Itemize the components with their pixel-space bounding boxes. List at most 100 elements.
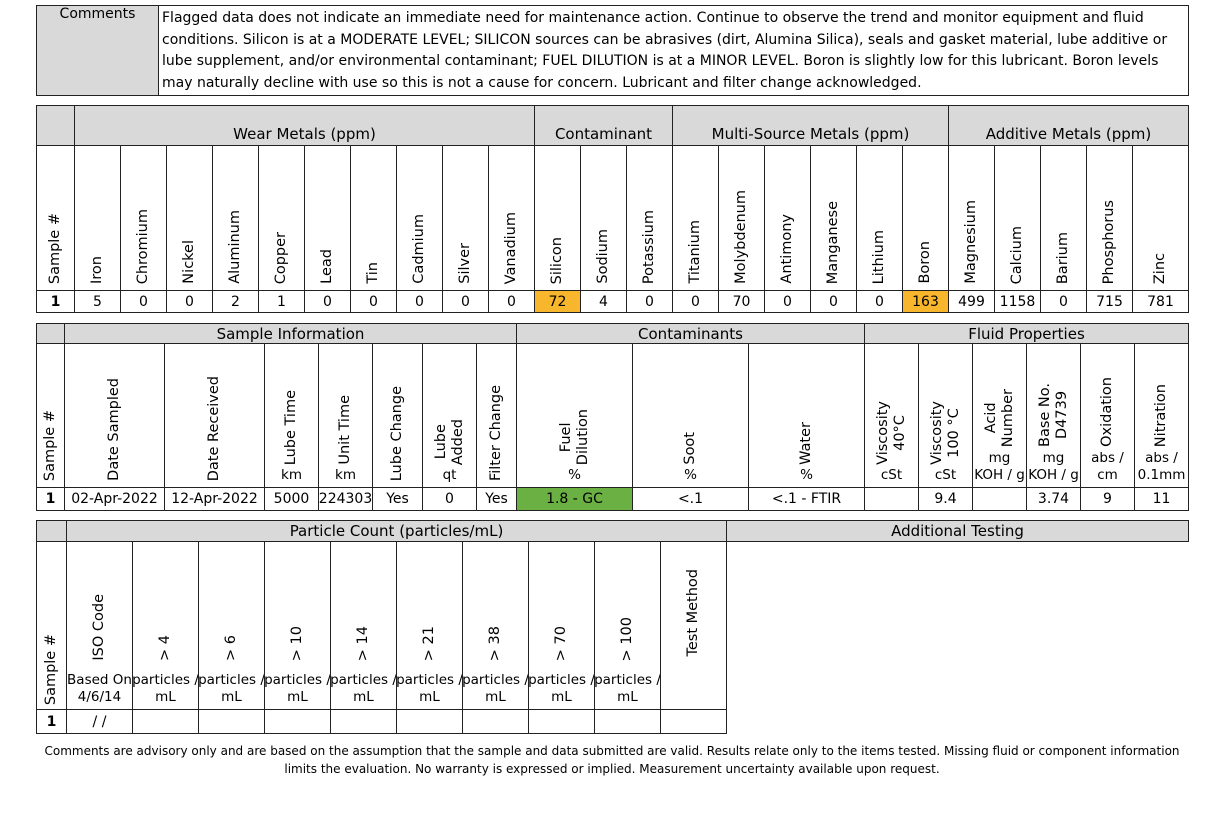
value-text: 12-Apr-2022	[171, 491, 258, 507]
value-text: 163	[912, 293, 939, 310]
comments-label-cell: Comments	[36, 5, 159, 96]
column-header-text-line: Soot	[682, 432, 698, 465]
unit-text: mg KOH / g	[967, 450, 1032, 484]
value-text: 1158	[999, 293, 1036, 310]
column-header: > 14 particles / mL	[330, 541, 397, 710]
column-header-text: Lube Change	[389, 386, 406, 481]
value-cell: 0	[1040, 290, 1087, 313]
column-header-text: Magnesium	[963, 200, 979, 284]
value-cell: 2	[212, 290, 259, 313]
unit-text: particles / mL	[259, 672, 336, 706]
value-cell	[198, 709, 265, 734]
value-text: 2	[231, 293, 240, 310]
group-header: Wear Metals (ppm)	[74, 105, 535, 146]
value-text: 1	[277, 293, 286, 310]
column-header-text: Sample #	[42, 409, 58, 481]
value-text: Yes	[386, 491, 409, 507]
value-text: 0	[783, 293, 792, 310]
column-header-text-line: ISO Code	[91, 594, 107, 661]
column-header-text: Lithium	[871, 229, 887, 284]
column-header-text-line: > 70	[553, 625, 569, 661]
unit-text-line: mg	[988, 450, 1011, 466]
value-cell: 1158	[994, 290, 1041, 313]
unit-text: qt	[417, 467, 482, 484]
unit-text: particles / mL	[127, 672, 204, 706]
column-header: Viscosity 100 °C cSt	[918, 343, 973, 488]
column-header-text-line: Number	[999, 388, 1016, 447]
column-header-text: Lead	[319, 249, 335, 284]
column-header-text: Boron	[917, 241, 933, 284]
column-header-text: Molybdenum	[733, 190, 749, 284]
column-header-text: Antimony	[779, 214, 795, 284]
column-header-text-line: Viscosity	[928, 401, 945, 465]
unit-text-line: %	[568, 467, 581, 483]
value-text: 72	[548, 293, 567, 310]
column-header-text: Titanium	[687, 220, 703, 284]
value-cell: 1	[258, 290, 305, 313]
column-header: ISO Code Based On 4/6/14	[66, 541, 133, 710]
unit-text-line: particles /	[132, 672, 199, 688]
value-cell: 781	[1132, 290, 1189, 313]
comments-label: Comments	[59, 6, 136, 22]
column-header: Lithium	[856, 145, 903, 291]
column-header: Acid Number mg KOH / g	[972, 343, 1027, 488]
column-header-text: Date Sampled	[106, 378, 123, 481]
value-text: 0	[829, 293, 838, 310]
sample-number: 1	[50, 293, 61, 310]
unit-text-line: mL	[485, 689, 506, 705]
value-text: 70	[732, 293, 751, 310]
unit-text-line: KOH / g	[1028, 467, 1079, 483]
unit-text-line: mL	[353, 689, 374, 705]
value-text: 0	[415, 293, 424, 310]
group-header-text: Multi-Source Metals (ppm)	[711, 125, 910, 143]
value-cell: 0	[120, 290, 167, 313]
column-header-text-line: Lube Time	[283, 389, 299, 465]
column-header: > 100 particles / mL	[594, 541, 661, 710]
column-header-text: Date Received	[206, 376, 223, 481]
unit-text-line: qt	[442, 467, 457, 483]
column-header-text: Vanadium	[503, 211, 519, 284]
value-text: 5	[93, 293, 102, 310]
comments-text: Flagged data does not indicate an immedi…	[158, 5, 1189, 96]
column-header: Silver	[442, 145, 489, 291]
value-cell: 9.4	[918, 487, 973, 511]
unit-text: cSt	[913, 467, 978, 484]
column-header-text: Test Method	[685, 569, 702, 657]
sample-cell: 1	[36, 290, 75, 313]
column-header-text: > 100	[619, 617, 636, 661]
value-cell: <.1 - FTIR	[748, 487, 865, 511]
value-cell	[132, 709, 199, 734]
unit-text-line: particles /	[462, 672, 529, 688]
column-header: Fuel Dilution%	[516, 343, 633, 488]
column-header: Nitration abs /0.1mm	[1134, 343, 1189, 488]
value-cell: 0	[764, 290, 811, 313]
column-header: > 10 particles / mL	[264, 541, 331, 710]
column-header-text: Zinc	[1152, 252, 1168, 284]
column-header-text: > 10	[289, 626, 306, 661]
column-header: Phosphorus	[1086, 145, 1133, 291]
group-header-text: Wear Metals (ppm)	[233, 125, 376, 143]
column-header-text: > 14	[355, 626, 372, 661]
value-cell	[396, 709, 463, 734]
column-header-text-line: Date Sampled	[106, 378, 122, 481]
value-cell: 0	[422, 487, 477, 511]
column-header-text: > 4	[157, 635, 174, 661]
column-header-text: Manganese	[825, 200, 841, 284]
column-header-text: Acid Number	[983, 389, 1017, 447]
column-header-text: Calcium	[1009, 225, 1025, 284]
group-header-blank	[36, 520, 67, 542]
value-text: 0	[461, 293, 470, 310]
unit-text: particles / mL	[523, 672, 600, 706]
column-header: Tin	[350, 145, 397, 291]
value-cell	[660, 709, 727, 734]
column-header: Potassium	[626, 145, 673, 291]
column-header-text-line: > 6	[223, 635, 239, 661]
value-cell: Yes	[476, 487, 517, 511]
value-cell: 0	[166, 290, 213, 313]
unit-text-line: particles /	[198, 672, 265, 688]
value-cell: 0	[810, 290, 857, 313]
unit-text: %	[511, 467, 638, 484]
column-header-text-line: Base No.	[1036, 383, 1053, 447]
unit-text-line: mL	[221, 689, 242, 705]
value-cell: 0	[626, 290, 673, 313]
